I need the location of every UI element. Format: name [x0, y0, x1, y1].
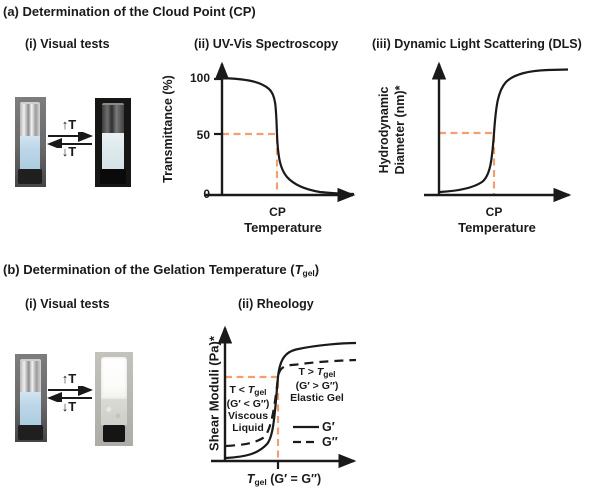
cool-arrow-label-b: ↓T	[61, 399, 77, 414]
t-subscript: gel	[254, 387, 267, 397]
equilibrium-arrows-b	[47, 386, 93, 402]
heat-arrow-label-a: ↑T	[61, 117, 77, 132]
annotation-line-moduli: (G′ < G″)	[226, 398, 270, 410]
cool-arrow-label-a: ↓T	[61, 144, 77, 159]
t-symbol: T	[316, 366, 324, 378]
uvvis-cp-label: CP	[269, 205, 286, 219]
vial-base	[18, 425, 43, 440]
section-a-visual-subtitle: (i) Visual tests	[25, 37, 110, 51]
photo-clear-solution-a	[15, 97, 46, 187]
dls-y-label-line2: Diameter (nm)*	[393, 85, 407, 175]
photo-clear-solution-b	[15, 354, 47, 442]
section-b-title-t: T	[294, 262, 303, 277]
heat-arrow-label-b: ↑T	[61, 371, 77, 386]
annotation-line-condition: T < Tgel	[212, 384, 284, 398]
viscous-liquid-annotation: T < Tgel (G′ < G″) Viscous Liquid	[212, 384, 284, 434]
cp-guide-dashed	[222, 132, 279, 195]
dls-plot	[424, 61, 572, 203]
text: (G′ = G″)	[266, 472, 322, 486]
text: T <	[229, 384, 248, 396]
t-subscript: gel	[323, 369, 336, 379]
section-a-dls-subtitle: (iii) Dynamic Light Scattering (DLS)	[372, 37, 582, 51]
transmittance-curve	[221, 76, 355, 196]
section-b-rheology-subtitle: (ii) Rheology	[238, 297, 314, 311]
vial-base	[100, 169, 126, 184]
rheology-x-label: Tgel (G′ = G″)	[214, 472, 354, 487]
vial-clear-liquid	[20, 136, 40, 169]
equilibrium-arrows-a	[47, 132, 93, 148]
vial-cloudy-liquid	[102, 133, 124, 169]
t-symbol: T	[247, 384, 255, 396]
legend-label-g-double-prime: G″	[322, 435, 338, 449]
annotation-line-state1: Viscous	[227, 410, 269, 422]
section-b-title-suffix: )	[314, 262, 320, 277]
cp-guide-dashed	[439, 131, 496, 195]
uvvis-ytick-0: 0	[203, 187, 210, 201]
uvvis-ytick-100: 100	[189, 71, 210, 85]
vial-base	[18, 169, 42, 184]
annotation-line-moduli: (G′ > G″)	[295, 380, 339, 392]
annotation-line-condition: T > Tgel	[277, 366, 357, 380]
inverted-vial-glass	[101, 399, 127, 425]
section-a-uvvis-subtitle: (ii) UV-Vis Spectroscopy	[194, 37, 339, 51]
diameter-curve	[439, 68, 569, 194]
photo-inverted-gel-b	[95, 352, 133, 446]
inverted-vial-white-gel	[101, 357, 127, 399]
t-subscript: gel	[254, 477, 267, 487]
t-symbol: T	[246, 472, 255, 486]
rheology-plot	[211, 325, 357, 469]
vial-glass-top	[102, 103, 124, 135]
vial-glass-top	[20, 359, 41, 394]
section-b-title-sub: gel	[302, 268, 315, 278]
section-b-title: (b) Determination of the Gelation Temper…	[3, 262, 319, 278]
section-b-visual-subtitle: (i) Visual tests	[25, 297, 110, 311]
dls-x-label: Temperature	[458, 220, 536, 235]
dls-y-label: Hydrodynamic Diameter (nm)*	[376, 80, 408, 180]
uvvis-plot	[205, 61, 356, 203]
vial-glass-top	[20, 102, 40, 138]
uvvis-ytick-50: 50	[196, 128, 210, 142]
uvvis-y-label: Transmittance (%)	[161, 75, 175, 183]
dls-cp-label: CP	[485, 205, 503, 219]
section-a-title: (a) Determination of the Cloud Point (CP…	[3, 4, 256, 19]
section-b-title-prefix: (b) Determination of the Gelation Temper…	[3, 262, 295, 277]
text: T >	[298, 366, 317, 378]
inverted-vial-cap	[103, 425, 125, 442]
annotation-line-state2: Liquid	[232, 422, 264, 434]
vial-clear-liquid	[20, 392, 41, 425]
photo-cloudy-solution-a	[95, 98, 131, 187]
elastic-gel-annotation: T > Tgel (G′ > G″) Elastic Gel	[277, 366, 357, 404]
uvvis-x-label: Temperature	[244, 220, 322, 235]
annotation-line-state: Elastic Gel	[290, 392, 344, 404]
dls-y-label-line1: Hydrodynamic	[377, 86, 391, 174]
legend-label-g-prime: G′	[322, 420, 335, 434]
g-prime-curve	[225, 341, 357, 460]
